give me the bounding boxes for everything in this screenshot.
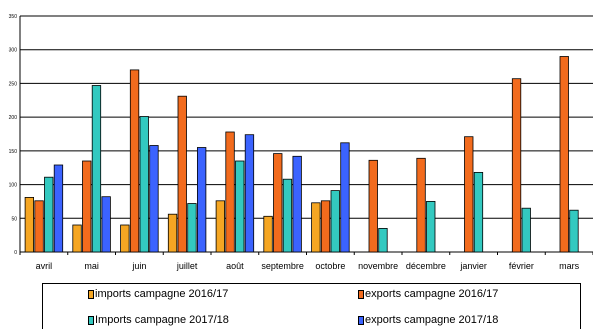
bar-series2-4	[235, 160, 245, 253]
x-tick-label-0: avril	[36, 261, 53, 271]
bar-series0-5	[263, 215, 273, 253]
legend-label-imports-2016-17: imports campagne 2016/17	[95, 288, 229, 300]
bar-series2-11	[569, 209, 579, 253]
bar-series1-0	[34, 200, 44, 253]
y-tick-label-0: 0	[14, 250, 17, 256]
bar-series3-6	[340, 142, 350, 253]
bar-series1-5	[273, 153, 283, 253]
y-tick-label-250: 250	[9, 81, 18, 87]
legend-label-exports-2016-17: exports campagne 2016/17	[365, 288, 499, 300]
x-tick-label-8: décembre	[406, 261, 446, 271]
bar-series1-2	[129, 69, 140, 253]
legend-item-exports-2016-17: exports campagne 2016/17	[358, 288, 498, 300]
x-tick-label-11: mars	[559, 261, 579, 271]
y-tick-label-50: 50	[11, 216, 17, 222]
x-tick-label-2: juin	[131, 261, 146, 271]
bar-series0-6	[311, 202, 321, 253]
bar-series0-0	[24, 196, 35, 253]
bar-series0-1	[72, 224, 82, 253]
bar-chart: 0 50 100 150 200 250 300 350 avril mai juin juillet…	[9, 14, 593, 271]
y-tick-label-150: 150	[9, 149, 18, 155]
bar-series3-0	[53, 164, 64, 253]
x-tick-label-7: novembre	[358, 261, 398, 271]
bar-series1-3	[177, 95, 187, 253]
y-tick-label-350: 350	[9, 14, 18, 20]
bar-series1-7	[368, 159, 378, 253]
bar-series0-2	[120, 224, 130, 253]
legend-swatch-exports-2016-17	[358, 289, 364, 299]
bar-series2-3	[187, 203, 197, 253]
bar-series1-11	[559, 56, 569, 253]
bar-series3-3	[196, 147, 207, 253]
bar-series2-7	[378, 227, 388, 253]
bar-series2-1	[91, 85, 102, 253]
bar-series2-5	[282, 178, 293, 253]
legend-item-exports-2017-18: exports campagne 2017/18	[358, 314, 498, 326]
bar-series1-10	[511, 78, 522, 253]
bar-series2-10	[521, 207, 531, 253]
bar-series1-1	[82, 160, 92, 253]
bar-series1-4	[225, 131, 235, 253]
legend-swatch-exports-2017-18	[358, 315, 364, 325]
bar-series2-8	[426, 200, 436, 253]
x-tick-label-3: juillet	[176, 261, 198, 271]
bar-series3-5	[292, 155, 302, 253]
x-tick-label-6: octobre	[315, 261, 345, 271]
legend: imports campagne 2016/17 exports campagn…	[42, 283, 581, 329]
bar-series1-9	[464, 136, 474, 253]
x-tick-label-5: septembre	[261, 261, 304, 271]
bar-series0-4	[215, 200, 226, 253]
x-tick-label-9: janvier	[459, 261, 487, 271]
bar-series3-2	[149, 145, 159, 253]
bar-series3-4	[244, 134, 255, 253]
bar-series2-0	[44, 176, 54, 253]
y-tick-label-100: 100	[9, 183, 18, 189]
bar-series0-3	[167, 213, 178, 253]
bar-series1-6	[320, 200, 331, 253]
legend-item-imports-2017-18: Imports campagne 2017/18	[88, 314, 229, 326]
bar-series1-8	[416, 157, 426, 253]
bar-series2-2	[139, 116, 149, 253]
legend-swatch-imports-2016-17	[88, 289, 94, 299]
chart: 0 50 100 150 200 250 300 350 avril mai juin juillet…	[9, 14, 593, 271]
bar-series2-6	[330, 190, 340, 253]
bar-series3-1	[101, 196, 111, 253]
legend-item-imports-2016-17: imports campagne 2016/17	[88, 288, 228, 300]
y-tick-label-300: 300	[9, 48, 18, 54]
legend-label-exports-2017-18: exports campagne 2017/18	[365, 314, 499, 326]
legend-swatch-imports-2017-18	[88, 315, 94, 325]
x-tick-label-1: mai	[84, 261, 99, 271]
legend-label-imports-2017-18: Imports campagne 2017/18	[95, 314, 229, 326]
x-tick-label-10: février	[509, 261, 534, 271]
y-tick-label-200: 200	[9, 115, 18, 121]
bar-series2-9	[473, 171, 484, 253]
x-tick-label-4: août	[226, 261, 244, 271]
